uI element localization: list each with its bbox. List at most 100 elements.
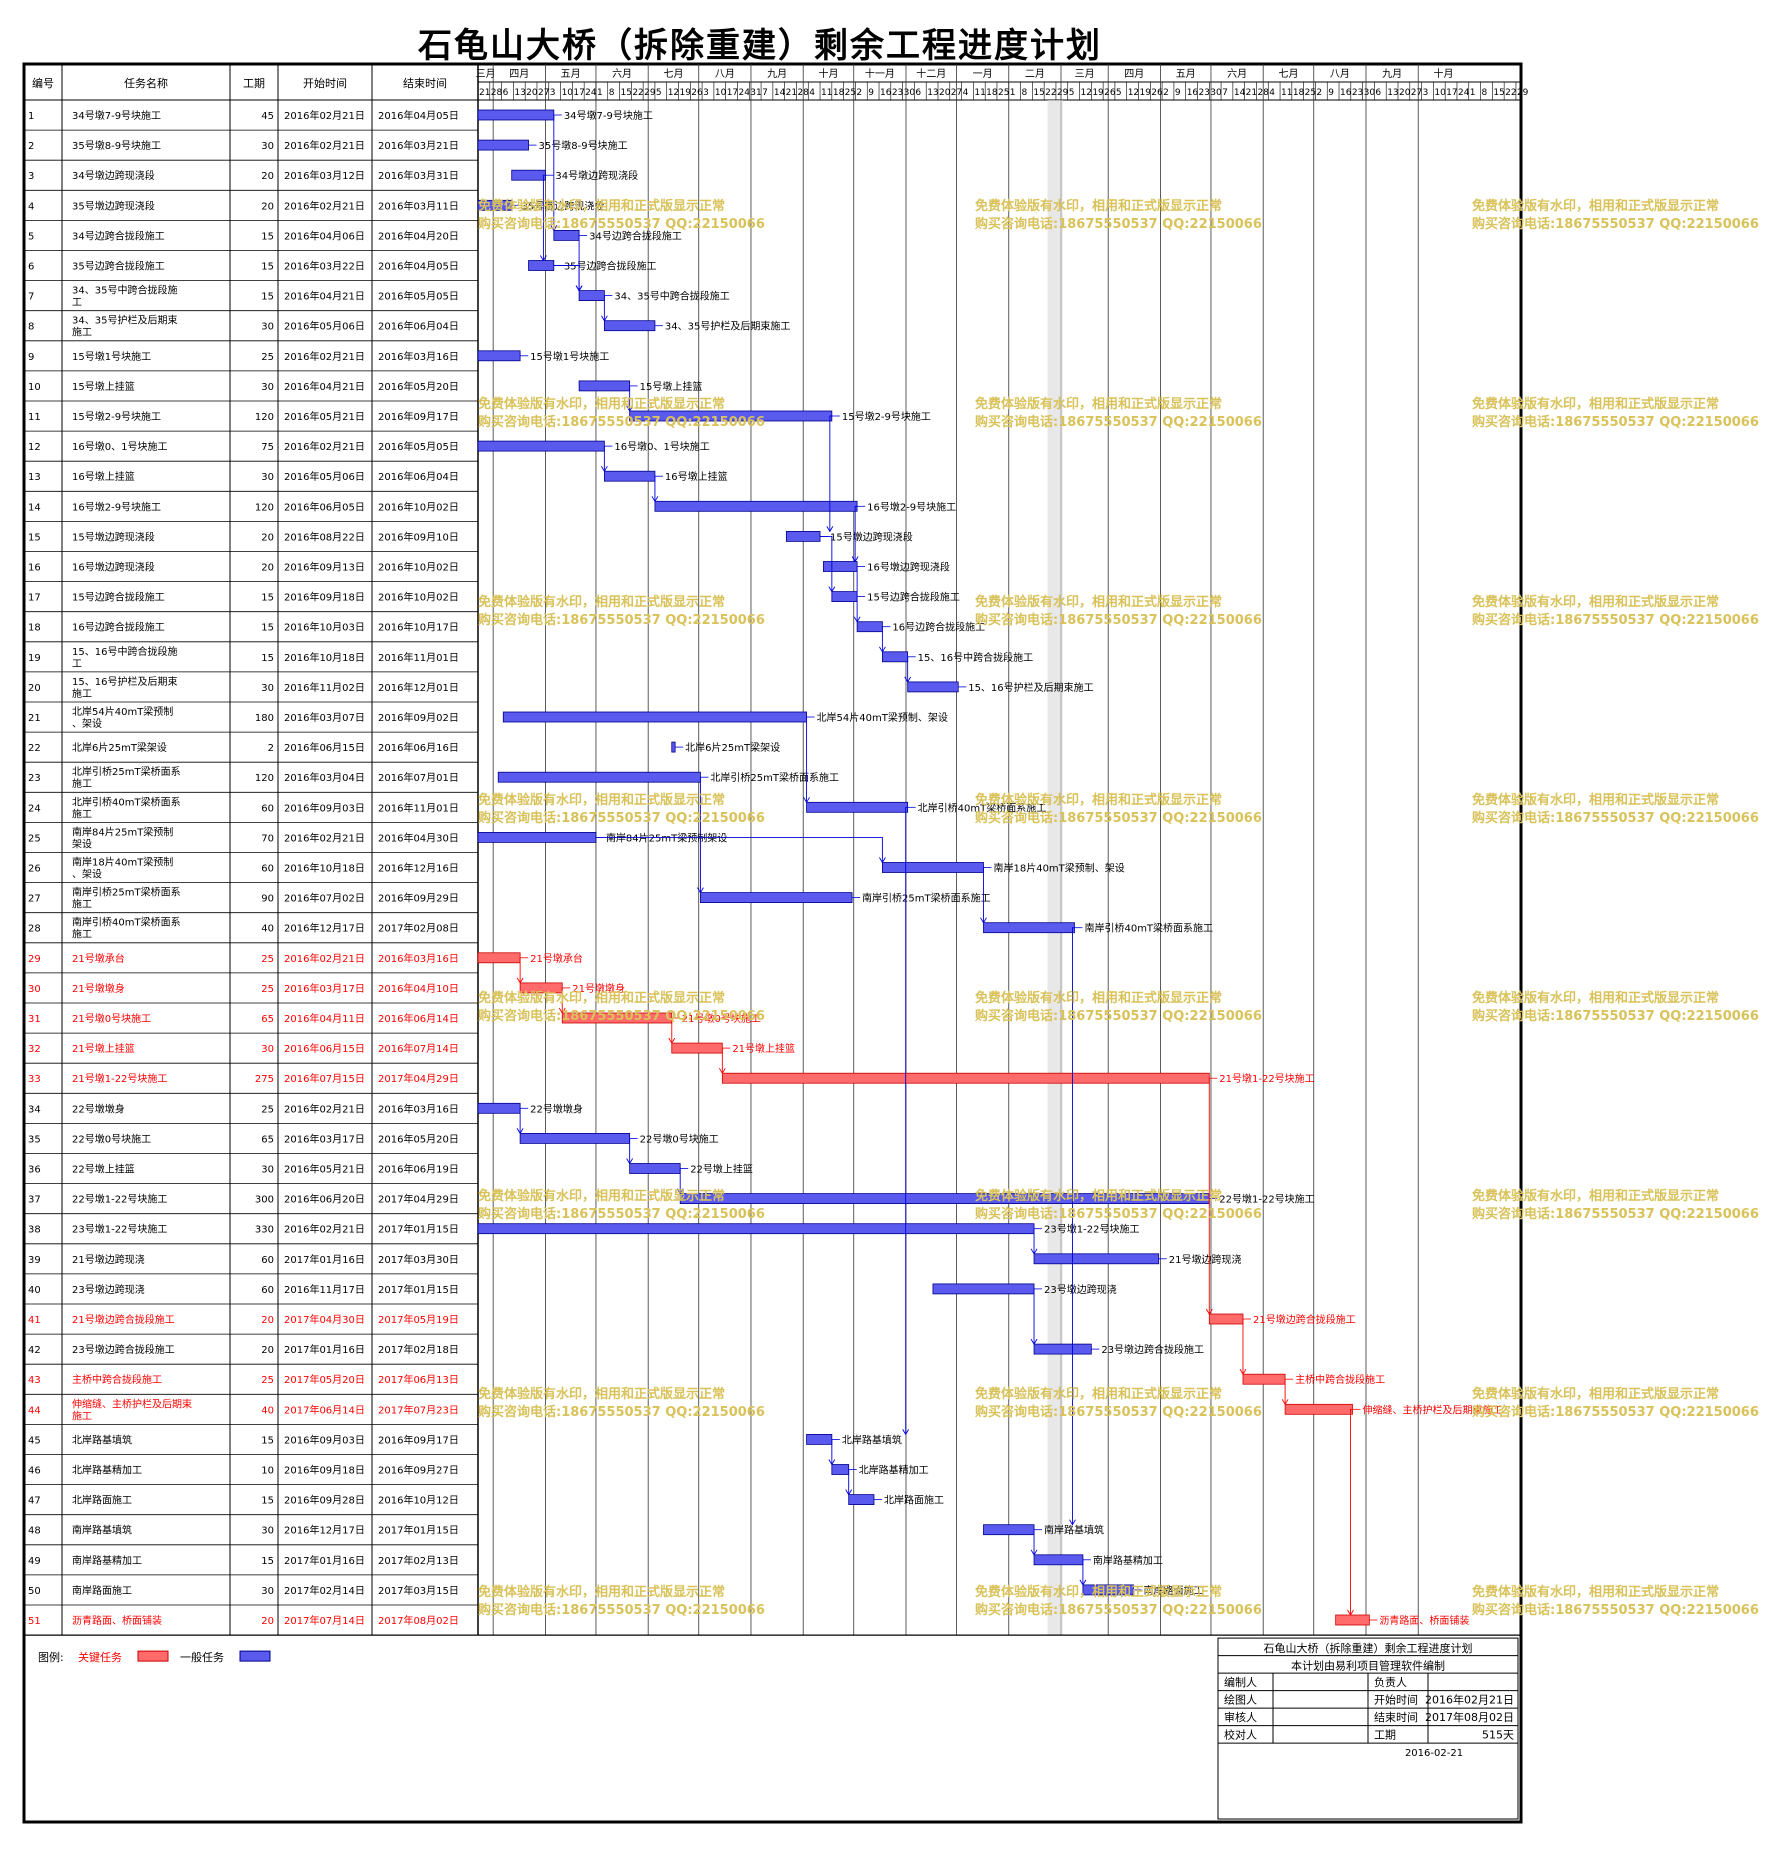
task-end: 2016年03月16日 xyxy=(378,1102,459,1115)
legend-label: 图例: xyxy=(38,1650,64,1664)
task-bar xyxy=(721,1072,1210,1084)
task-bar xyxy=(477,109,555,121)
week-label: 25 xyxy=(998,88,1009,98)
task-bar-label: 南岸引桥25mT梁桥面系施工 xyxy=(862,892,991,905)
task-id: 19 xyxy=(28,653,41,664)
task-name: 16号墩边跨现浇段 xyxy=(72,561,155,574)
week-label: 13 xyxy=(927,88,938,98)
task-end: 2016年05月05日 xyxy=(378,290,459,303)
task-bar xyxy=(511,169,546,181)
task-name: 21号墩墩身 xyxy=(72,982,125,995)
task-name: 34号边跨合拢段施工 xyxy=(72,229,165,242)
task-id: 37 xyxy=(28,1195,41,1206)
task-bar-label: 21号墩边跨合拢段施工 xyxy=(1253,1313,1356,1326)
task-name: 15号墩1号块施工 xyxy=(72,350,151,363)
dependency-arrow xyxy=(516,1128,524,1135)
task-duration: 65 xyxy=(261,1014,274,1025)
task-bar xyxy=(983,922,1075,934)
task-id: 29 xyxy=(28,954,41,965)
task-bar xyxy=(1208,1313,1244,1325)
task-name: 23号墩1-22号块施工 xyxy=(72,1223,167,1236)
watermark-text: 购买咨询电话:18675550537 QQ:22150066 xyxy=(1472,612,1759,628)
watermark-text: 免费体验版有水印，相用和正式版显示正常 xyxy=(975,396,1222,412)
week-label: 29 xyxy=(644,88,656,98)
task-bar xyxy=(907,681,959,693)
task-end: 2017年01月15日 xyxy=(378,1524,459,1537)
watermark-text: 免费体验版有水印，相用和正式版显示正常 xyxy=(478,1386,725,1402)
task-bar-label: 16号墩0、1号块施工 xyxy=(614,440,709,453)
task-bar xyxy=(700,892,853,903)
week-label: 5 xyxy=(656,88,662,98)
watermark-text: 购买咨询电话:18675550537 QQ:22150066 xyxy=(975,216,1262,232)
task-id: 40 xyxy=(28,1285,41,1296)
week-label: 26 xyxy=(1104,88,1116,98)
task-start: 2017年05月20日 xyxy=(284,1373,365,1386)
task-bar-label: 沥青路面、桥面铺装 xyxy=(1379,1614,1469,1627)
task-start: 2016年02月21日 xyxy=(284,139,365,152)
task-id: 49 xyxy=(28,1556,41,1567)
week-label: 8 xyxy=(1482,88,1488,98)
task-end: 2016年04月05日 xyxy=(378,260,459,273)
task-name: 北岸引桥25mT梁桥面系 xyxy=(72,765,181,778)
dependency-arrow xyxy=(626,405,634,412)
watermark-text: 免费体验版有水印，相用和正式版显示正常 xyxy=(1472,990,1719,1006)
task-start: 2016年02月21日 xyxy=(284,1223,365,1236)
dependency-arrow xyxy=(1205,1308,1213,1315)
task-duration: 20 xyxy=(261,1315,274,1326)
week-label: 2 xyxy=(856,88,862,98)
watermark-text: 购买咨询电话:18675550537 QQ:22150066 xyxy=(478,612,765,628)
task-bar-label: 15号墩上挂篮 xyxy=(640,380,703,393)
task-bar-label: 34号边跨合拢段施工 xyxy=(589,229,682,242)
dependency-arrow xyxy=(697,887,704,894)
task-bar-label: 北岸引桥25mT梁桥面系施工 xyxy=(710,771,839,784)
task-id: 34 xyxy=(28,1104,41,1115)
watermark-text: 购买咨询电话:18675550537 QQ:22150066 xyxy=(975,810,1262,826)
dependency-link xyxy=(829,415,832,532)
task-start: 2016年09月13日 xyxy=(284,561,365,574)
task-name: 工 xyxy=(72,659,82,670)
task-bar-label: 23号墩边跨合拢段施工 xyxy=(1101,1343,1204,1356)
task-id: 3 xyxy=(28,171,34,182)
legend-normal-label: 一般任务 xyxy=(180,1651,224,1664)
week-label: 15 xyxy=(621,88,632,98)
month-label: 八月 xyxy=(715,68,735,80)
week-label: 18 xyxy=(833,88,845,98)
week-label: 16 xyxy=(1187,88,1199,98)
task-id: 27 xyxy=(28,894,41,905)
legend-critical-label: 关键任务 xyxy=(78,1650,122,1664)
task-end: 2016年09月10日 xyxy=(378,530,459,543)
task-bar xyxy=(671,741,676,753)
task-end: 2016年09月17日 xyxy=(378,410,459,423)
task-bar-label: 16号墩上挂篮 xyxy=(665,470,728,483)
task-start: 2016年04月06日 xyxy=(284,229,365,242)
task-start: 2016年03月22日 xyxy=(284,260,365,273)
week-label: 9 xyxy=(1328,88,1334,98)
task-start: 2016年02月21日 xyxy=(284,199,365,212)
dependency-arrow xyxy=(1069,1519,1076,1526)
watermark-text: 免费体验版有水印，相用和正式版显示正常 xyxy=(478,1584,725,1600)
week-label: 2 xyxy=(1316,88,1322,98)
task-bar xyxy=(831,591,858,602)
week-label: 13 xyxy=(514,88,525,98)
month-label: 五月 xyxy=(561,68,581,80)
task-duration: 25 xyxy=(261,1104,274,1115)
task-id: 46 xyxy=(28,1466,41,1477)
task-end: 2017年07月23日 xyxy=(378,1403,459,1416)
task-bar-label: 35号墩8-9号块施工 xyxy=(539,139,628,152)
week-label: 17 xyxy=(727,88,738,98)
task-end: 2016年04月30日 xyxy=(378,831,459,844)
month-label: 六月 xyxy=(1227,68,1247,80)
watermark-text: 免费体验版有水印，相用和正式版显示正常 xyxy=(975,792,1222,808)
task-name: 、架设 xyxy=(72,718,102,730)
task-start: 2017年02月14日 xyxy=(284,1584,365,1597)
month-label: 一月 xyxy=(973,68,993,80)
task-id: 20 xyxy=(28,683,41,694)
task-id: 51 xyxy=(28,1616,41,1627)
week-label: 19 xyxy=(1092,88,1104,98)
task-duration: 275 xyxy=(255,1074,274,1085)
info-cell: 负责人 xyxy=(1374,1675,1407,1689)
dependency-arrow xyxy=(600,315,608,322)
week-label: 28 xyxy=(491,88,503,98)
task-bar-label: 22号墩0号块施工 xyxy=(640,1132,719,1145)
task-bar-label: 北岸引桥40mT梁桥面系施工 xyxy=(918,801,1047,814)
